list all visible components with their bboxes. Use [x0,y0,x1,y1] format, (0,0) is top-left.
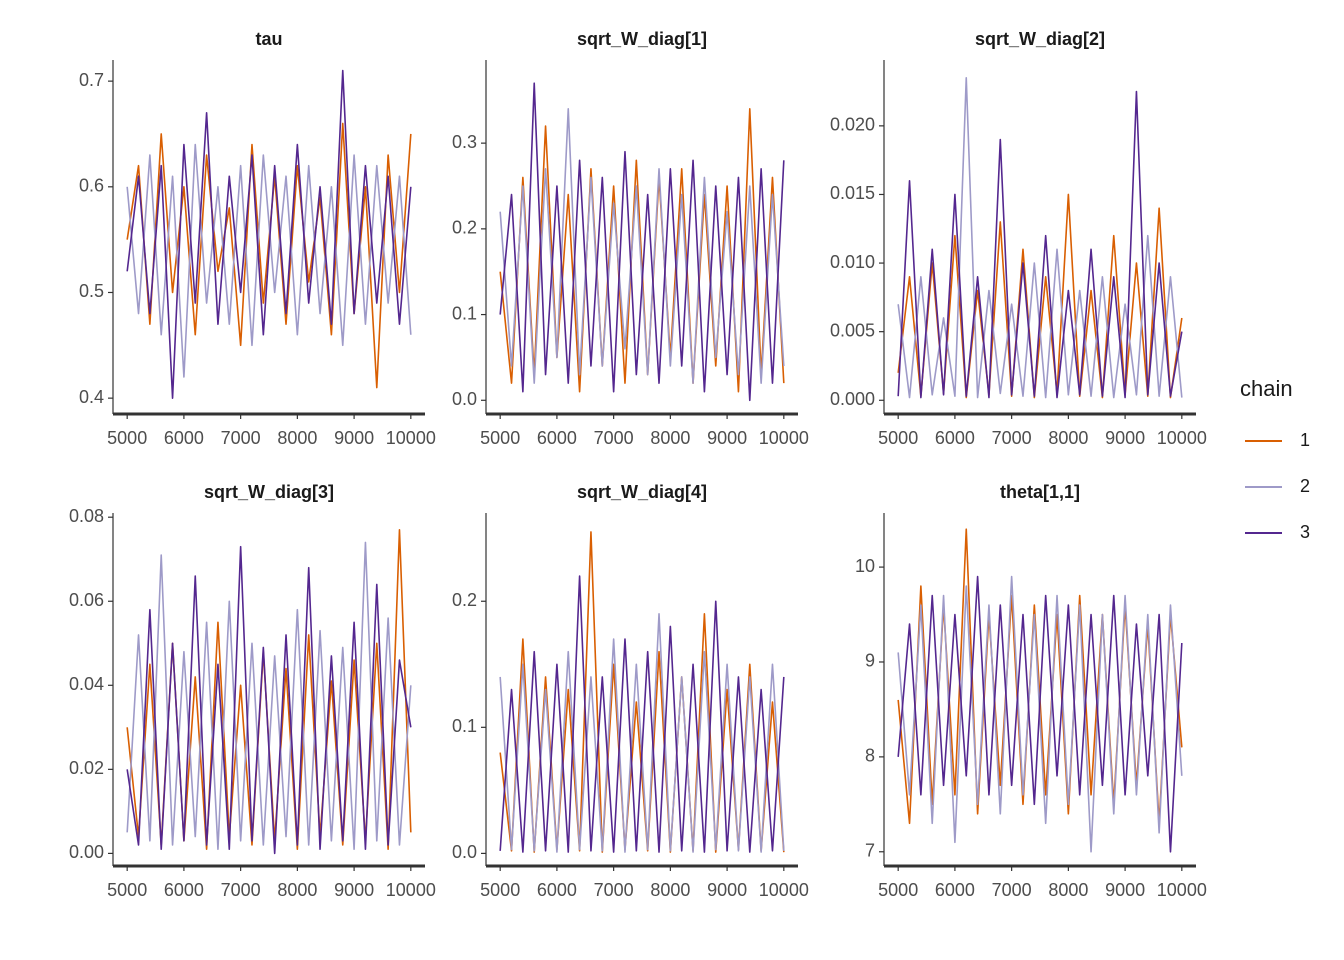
x-tick-label: 5000 [878,880,918,900]
x-tick-label: 10000 [759,880,809,900]
y-tick-label: 0.06 [69,590,104,610]
x-tick-label: 6000 [935,880,975,900]
x-tick-label: 5000 [480,428,520,448]
x-tick-label: 7000 [594,428,634,448]
x-tick-label: 5000 [107,428,147,448]
trace-line [499,82,785,402]
legend-title: chain [1240,376,1293,401]
x-tick-label: 6000 [935,428,975,448]
y-tick-label: 0.2 [452,590,477,610]
x-tick-label: 9000 [334,428,374,448]
x-tick-label: 7000 [221,428,261,448]
x-tick-label: 9000 [1105,880,1145,900]
x-tick-label: 7000 [594,880,634,900]
y-tick-label: 0.2 [452,218,477,238]
x-tick-label: 8000 [650,428,690,448]
y-tick-label: 0.015 [830,183,875,203]
trace-line [897,575,1183,853]
panel-title: sqrt_W_diag[2] [975,29,1105,49]
x-tick-label: 6000 [537,428,577,448]
x-tick-label: 8000 [1048,428,1088,448]
x-tick-label: 7000 [221,880,261,900]
x-tick-label: 7000 [992,880,1032,900]
x-tick-label: 6000 [537,880,577,900]
trace-line [897,77,1183,399]
x-tick-label: 10000 [1157,880,1207,900]
x-tick-label: 6000 [164,880,204,900]
x-tick-label: 6000 [164,428,204,448]
y-tick-label: 0.1 [452,716,477,736]
trace-line [126,143,412,378]
x-tick-label: 9000 [707,428,747,448]
y-tick-label: 0.6 [79,176,104,196]
x-tick-label: 9000 [707,880,747,900]
panel-title: theta[1,1] [1000,482,1080,502]
x-tick-label: 10000 [386,880,436,900]
legend-label: 3 [1300,522,1310,542]
y-tick-label: 0.1 [452,303,477,323]
x-tick-label: 9000 [1105,428,1145,448]
y-tick-label: 0.04 [69,674,104,694]
x-tick-label: 10000 [386,428,436,448]
trace-line [897,528,1183,825]
y-tick-label: 0.010 [830,252,875,272]
panel-title: sqrt_W_diag[1] [577,29,707,49]
legend-label: 1 [1300,430,1310,450]
x-tick-label: 8000 [1048,880,1088,900]
x-tick-label: 9000 [334,880,374,900]
y-tick-label: 8 [865,746,875,766]
y-tick-label: 0.020 [830,115,875,135]
trace-line [126,69,412,399]
x-tick-label: 5000 [480,880,520,900]
y-tick-label: 0.7 [79,70,104,90]
y-tick-label: 7 [865,841,875,861]
trace-line [897,90,1183,399]
panel-title: sqrt_W_diag[4] [577,482,707,502]
y-tick-label: 0.5 [79,281,104,301]
x-tick-label: 5000 [878,428,918,448]
y-tick-label: 0.4 [79,387,104,407]
y-tick-label: 0.08 [69,506,104,526]
x-tick-label: 5000 [107,880,147,900]
y-tick-label: 0.0 [452,842,477,862]
y-tick-label: 0.000 [830,389,875,409]
legend-label: 2 [1300,476,1310,496]
trace-line [499,108,785,393]
trace-line [897,575,1183,853]
panel-title: tau [256,29,283,49]
x-tick-label: 8000 [277,880,317,900]
x-tick-label: 8000 [650,880,690,900]
x-tick-label: 7000 [992,428,1032,448]
y-tick-label: 0.005 [830,320,875,340]
panel-title: sqrt_W_diag[3] [204,482,334,502]
y-tick-label: 0.00 [69,842,104,862]
y-tick-label: 10 [855,556,875,576]
y-tick-label: 9 [865,651,875,671]
x-tick-label: 10000 [1157,428,1207,448]
y-tick-label: 0.0 [452,389,477,409]
x-tick-label: 10000 [759,428,809,448]
y-tick-label: 0.02 [69,758,104,778]
x-tick-label: 8000 [277,428,317,448]
y-tick-label: 0.3 [452,132,477,152]
trace-line [126,545,412,855]
trace-line [499,575,785,853]
